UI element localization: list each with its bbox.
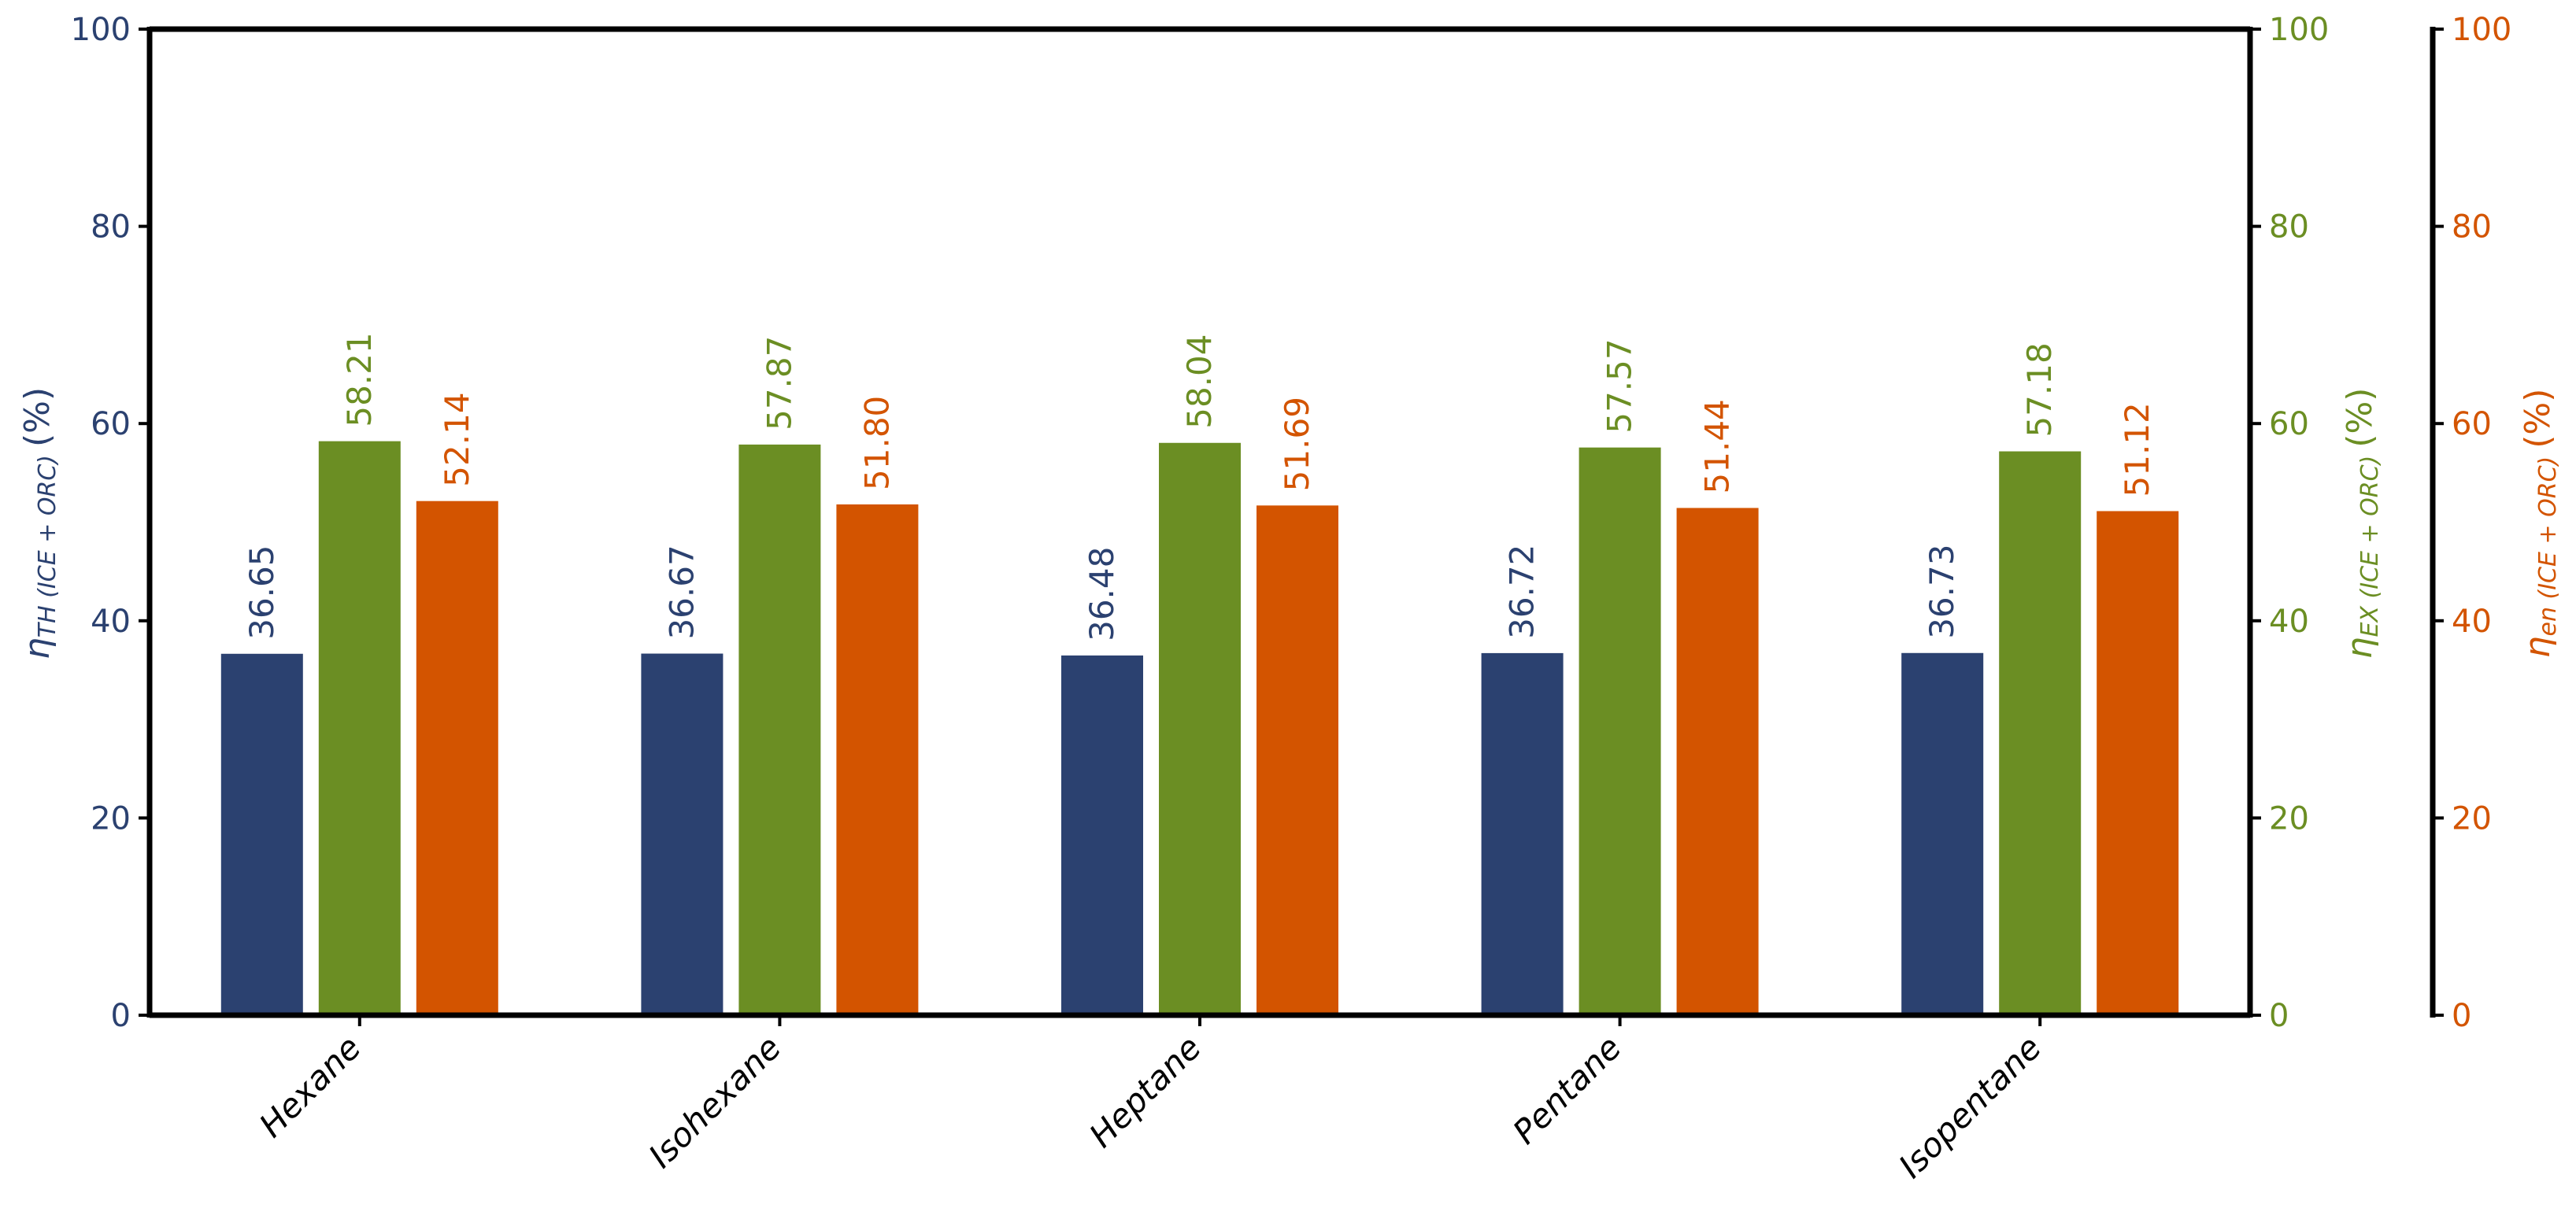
right2-y-tick-label: 0 bbox=[2452, 998, 2471, 1034]
left-y-tick-label: 20 bbox=[91, 800, 131, 837]
right1-y-tick-label: 20 bbox=[2269, 800, 2309, 837]
left-y-tick-label: 40 bbox=[91, 604, 131, 640]
right2-axis-unit: (%) bbox=[2518, 389, 2558, 449]
left-axis-symbol: η bbox=[17, 637, 57, 659]
bar-pentane-series-2 bbox=[1579, 447, 1661, 1015]
bar-hexane-series-1 bbox=[220, 653, 303, 1015]
left-y-tick-label: 80 bbox=[91, 209, 131, 246]
right1-axis-symbol: η bbox=[2340, 637, 2380, 659]
right1-axis-title: ηEX (ICE + ORC) (%) bbox=[2340, 388, 2384, 659]
x-tick-label: Pentane bbox=[1505, 1028, 1629, 1151]
right2-axis-symbol: η bbox=[2518, 637, 2558, 659]
right2-y-tick-label: 80 bbox=[2452, 209, 2492, 246]
right1-y-tick-label: 40 bbox=[2269, 604, 2309, 640]
bar-isohexane-series-2 bbox=[738, 444, 821, 1015]
bar-value-label: 51.12 bbox=[2118, 402, 2156, 497]
bar-value-label: 51.69 bbox=[1278, 397, 1316, 491]
bars-layer bbox=[220, 441, 2179, 1015]
bar-pentane-series-3 bbox=[1676, 508, 1759, 1015]
left-y-tick-label: 100 bbox=[71, 12, 131, 48]
bar-pentane-series-1 bbox=[1481, 652, 1564, 1015]
right2-y-tick-label: 40 bbox=[2452, 604, 2492, 640]
bar-hexane-series-2 bbox=[318, 441, 401, 1015]
right2-y-tick-label: 20 bbox=[2452, 800, 2492, 837]
bar-value-label: 52.14 bbox=[438, 392, 476, 486]
bar-value-label: 36.72 bbox=[1503, 545, 1542, 639]
x-tick-label: Isopentane bbox=[1891, 1028, 2049, 1185]
right1-y-tick-label: 80 bbox=[2269, 209, 2309, 246]
x-tick-label: Isohexane bbox=[641, 1028, 788, 1175]
bar-labels-layer: 36.65 58.21 52.14 36.67 57.87 51.80 36.48 58.04… bbox=[242, 332, 2156, 641]
bar-isopentane-series-1 bbox=[1901, 652, 1984, 1015]
bar-value-label: 58.04 bbox=[1180, 334, 1219, 429]
bar-value-label: 36.48 bbox=[1083, 547, 1121, 641]
left-axis-title: ηTH (ICE + ORC) (%) bbox=[17, 387, 61, 659]
bar-value-label: 58.21 bbox=[340, 332, 379, 427]
bar-heptane-series-2 bbox=[1159, 442, 1241, 1015]
left-y-tick-label: 0 bbox=[111, 998, 131, 1034]
left-axis-unit: (%) bbox=[17, 387, 57, 447]
bar-hexane-series-3 bbox=[416, 501, 498, 1015]
bar-isopentane-series-2 bbox=[1999, 451, 2082, 1015]
bar-isohexane-series-3 bbox=[836, 504, 919, 1015]
bar-value-label: 36.73 bbox=[1923, 545, 1961, 639]
bar-heptane-series-1 bbox=[1061, 655, 1143, 1015]
right1-y-tick-label: 60 bbox=[2269, 406, 2309, 442]
left-axis-subscript: TH (ICE + ORC) bbox=[34, 455, 61, 637]
bar-isohexane-series-1 bbox=[641, 653, 724, 1015]
bar-isopentane-series-3 bbox=[2097, 511, 2179, 1015]
right1-axis-subscript: EX (ICE + ORC) bbox=[2356, 456, 2384, 637]
bar-value-label: 57.57 bbox=[1601, 338, 1639, 433]
right2-y-tick-label: 100 bbox=[2452, 12, 2511, 48]
bar-value-label: 57.87 bbox=[760, 336, 798, 430]
bar-value-label: 36.67 bbox=[662, 545, 701, 639]
bar-value-label: 57.18 bbox=[2020, 342, 2059, 437]
bar-heptane-series-3 bbox=[1257, 505, 1338, 1015]
right2-axis-title: ηen (ICE + ORC) (%) bbox=[2518, 389, 2562, 659]
x-tick-label: Hexane bbox=[252, 1028, 368, 1144]
right1-y-tick-label: 0 bbox=[2269, 998, 2289, 1034]
x-tick-label: Heptane bbox=[1082, 1028, 1208, 1154]
right1-axis-unit: (%) bbox=[2340, 388, 2380, 448]
bar-value-label: 36.65 bbox=[242, 545, 281, 640]
right1-y-tick-label: 100 bbox=[2269, 12, 2329, 48]
left-y-tick-label: 60 bbox=[91, 406, 131, 442]
right2-axis-subscript: en (ICE + ORC) bbox=[2534, 456, 2562, 637]
right2-y-tick-label: 60 bbox=[2452, 406, 2492, 442]
bar-value-label: 51.44 bbox=[1698, 399, 1737, 493]
bar-value-label: 51.80 bbox=[857, 396, 896, 490]
